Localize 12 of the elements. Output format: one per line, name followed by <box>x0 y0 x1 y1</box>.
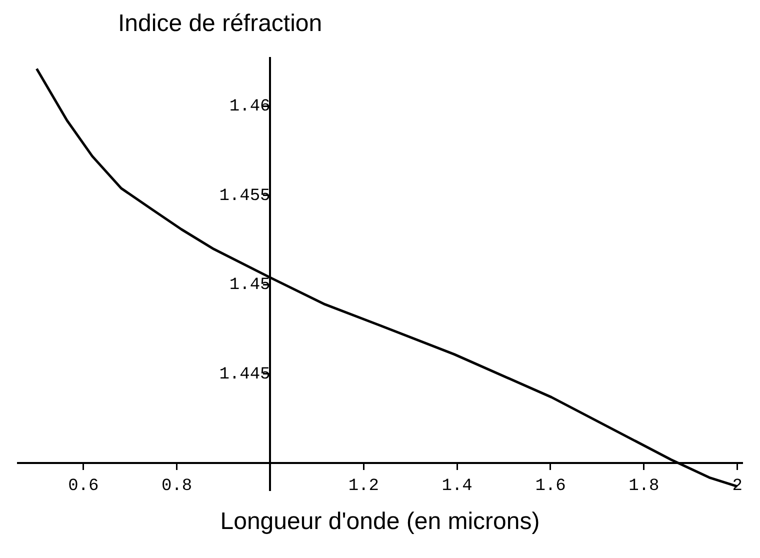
x-tick-label: 0.8 <box>162 476 192 496</box>
x-tick-label: 1.2 <box>348 476 379 496</box>
x-tick-label: 1.6 <box>535 476 566 496</box>
x-tick-label: 1.4 <box>442 476 472 496</box>
x-tick-label: 1.8 <box>628 476 660 496</box>
x-axis-title: Longueur d'onde (en microns) <box>219 508 541 536</box>
y-tick-label: 1.45 <box>229 276 270 296</box>
y-tick-label: 1.445 <box>219 365 270 384</box>
y-axis-title: Indice de réfraction <box>118 10 322 38</box>
x-tick-label: 0.6 <box>68 476 99 496</box>
y-tick-label: 1.455 <box>219 186 270 206</box>
y-tick-label: 1.46 <box>229 98 270 117</box>
